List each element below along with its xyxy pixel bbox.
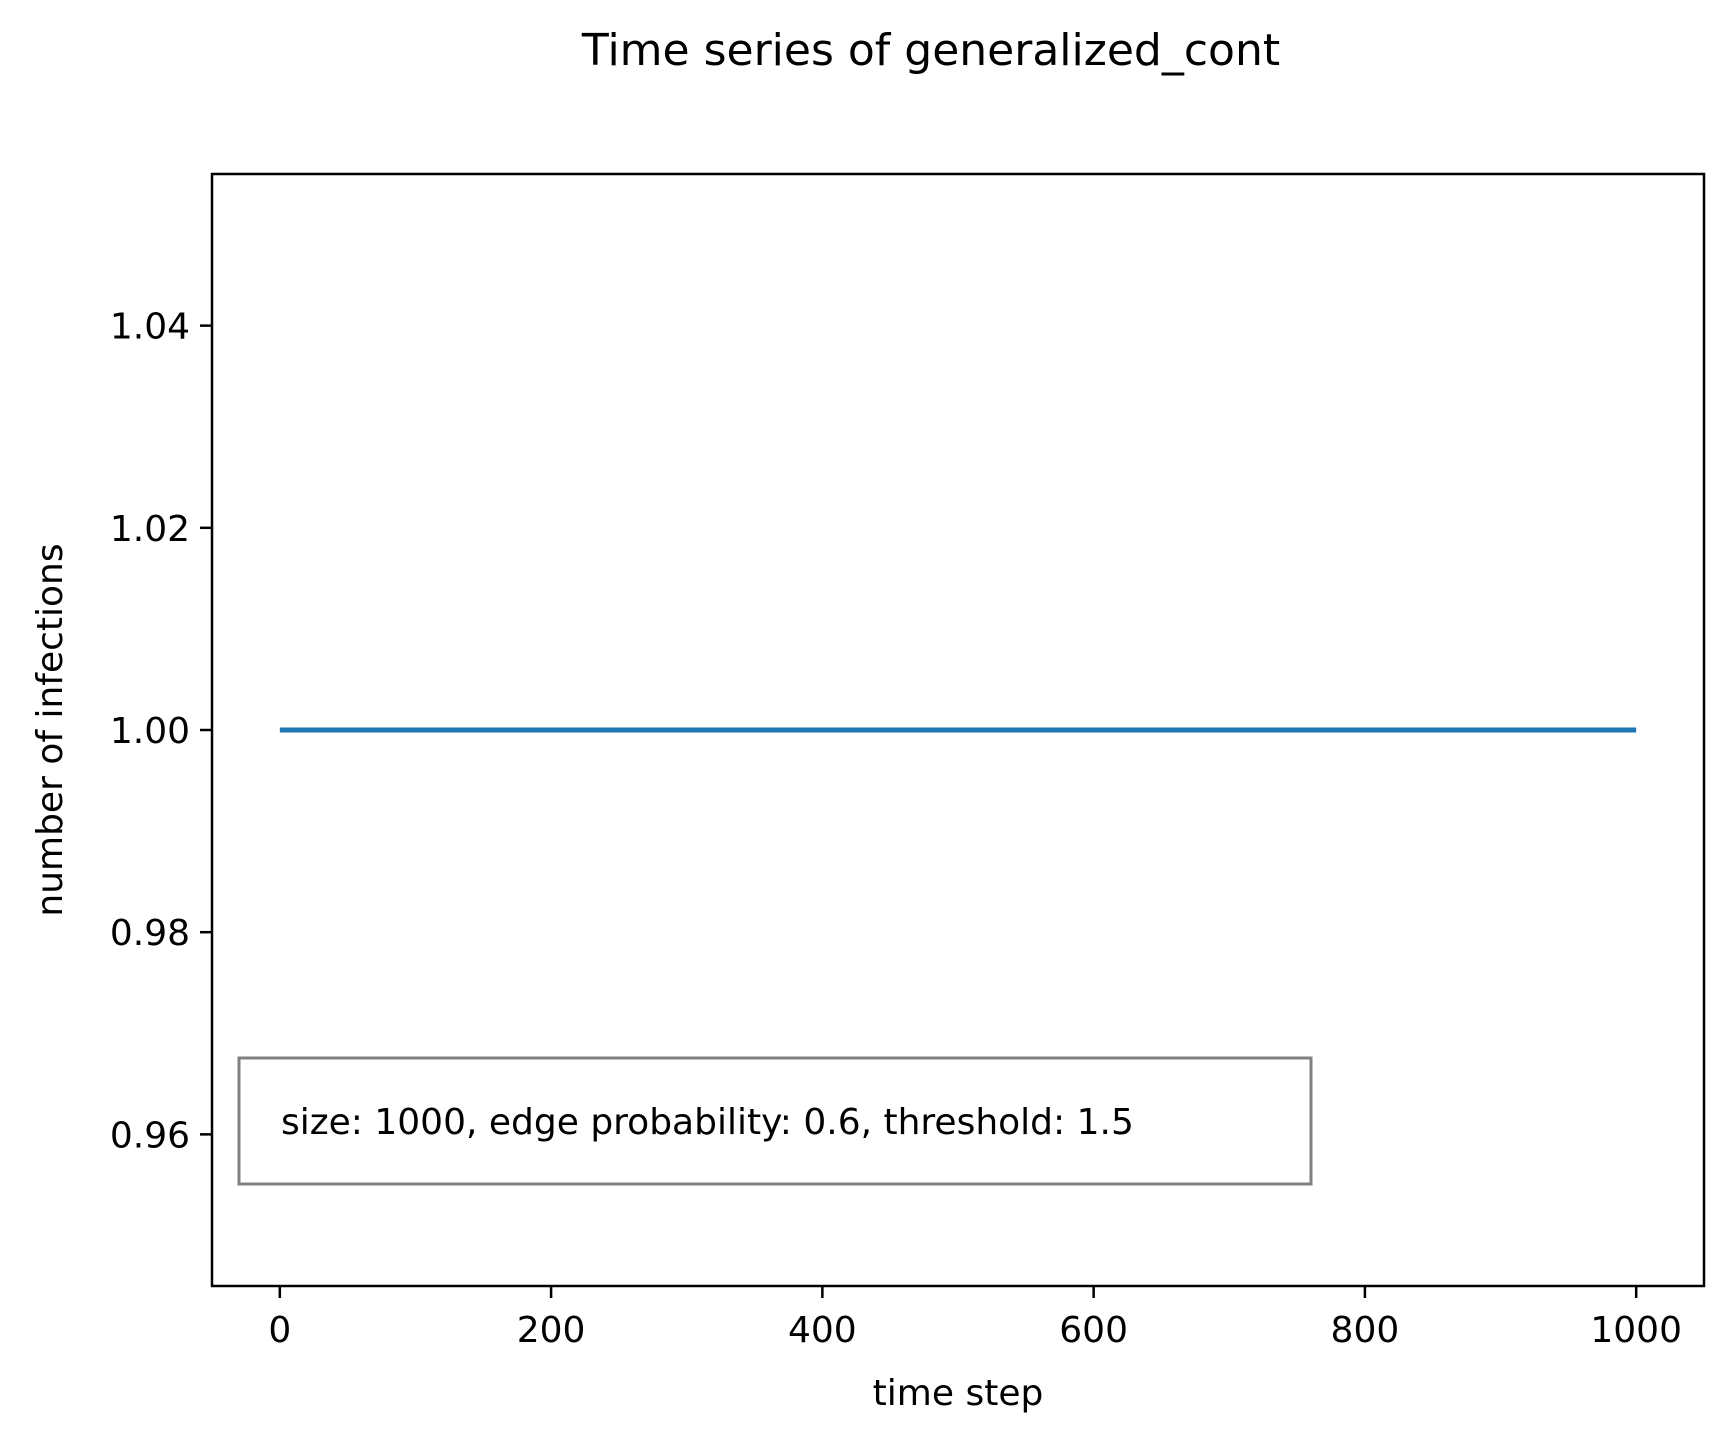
annotation-text: size: 1000, edge probability: 0.6, thres… [281,1102,1134,1143]
x-tick-label: 400 [788,1310,857,1351]
y-axis-label: number of infections [30,543,71,916]
y-tick-label: 0.96 [110,1115,190,1156]
y-tick-label: 1.00 [110,711,190,752]
x-tick-label: 0 [268,1310,291,1351]
y-tick-label: 0.98 [110,913,190,954]
y-tick-label: 1.02 [110,509,190,550]
x-tick-label: 800 [1331,1310,1400,1351]
y-axis-ticks: 0.96 0.98 1.00 1.02 1.04 [110,307,212,1156]
y-tick-label: 1.04 [110,307,190,348]
x-tick-label: 1000 [1590,1310,1682,1351]
annotation-box: size: 1000, edge probability: 0.6, thres… [237,1056,1313,1186]
annotation-border [237,1056,1313,1186]
chart-title: Time series of generalized_cont [581,25,1280,76]
x-tick-label: 600 [1059,1310,1128,1351]
x-axis-ticks: 0 200 400 600 800 1000 [268,1286,1682,1351]
x-tick-label: 200 [517,1310,586,1351]
x-axis-label: time step [873,1373,1044,1414]
